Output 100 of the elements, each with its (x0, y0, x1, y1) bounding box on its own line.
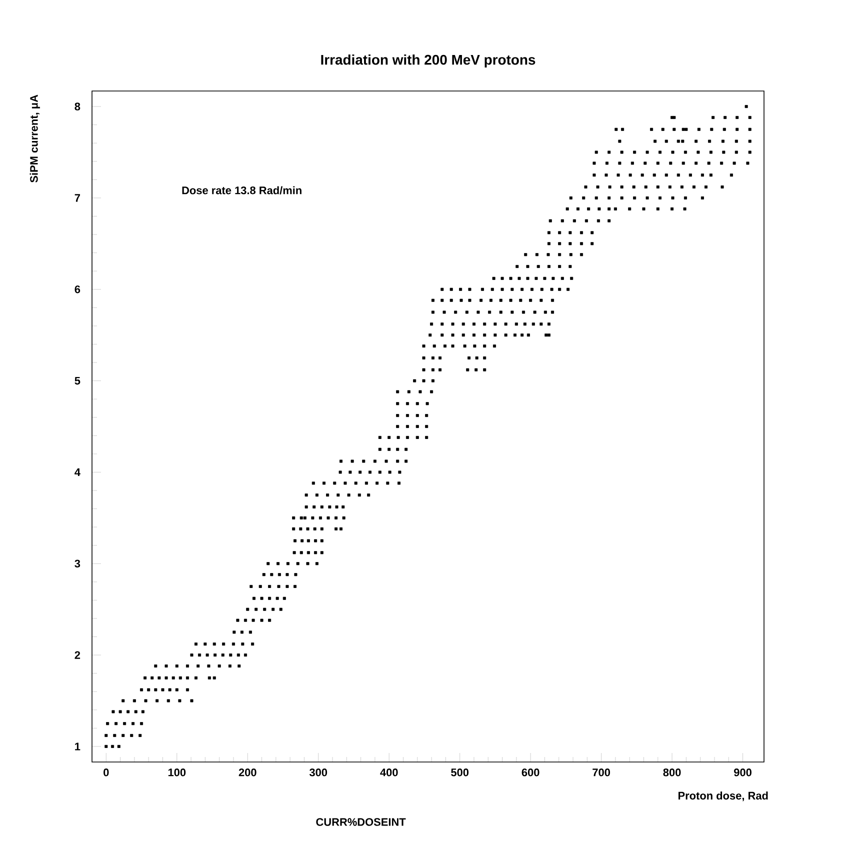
point (547, 242, 550, 246)
point (551, 298, 554, 302)
point (492, 276, 496, 280)
point (468, 356, 471, 360)
point (172, 676, 175, 680)
point (122, 734, 125, 737)
point (590, 242, 594, 246)
point (300, 516, 303, 520)
point (190, 654, 194, 657)
point (206, 654, 209, 657)
point (475, 356, 478, 360)
point (568, 242, 572, 246)
point (558, 253, 562, 256)
point (348, 470, 352, 474)
point (746, 162, 750, 165)
point (430, 322, 434, 326)
point (300, 551, 303, 554)
point (218, 664, 221, 668)
y-tick-label: 1 (75, 742, 80, 750)
point (240, 630, 244, 634)
point (320, 527, 324, 530)
point (450, 298, 453, 302)
point (106, 722, 110, 726)
point (722, 150, 726, 154)
point (407, 390, 410, 394)
point (161, 688, 164, 692)
point (266, 562, 270, 566)
point (158, 676, 161, 680)
point (292, 516, 296, 520)
point (520, 288, 524, 291)
point (654, 140, 657, 143)
point (500, 288, 504, 291)
x-tick-label: 900 (734, 768, 752, 776)
point (244, 654, 247, 657)
point (334, 516, 338, 520)
point (696, 150, 700, 154)
point (544, 310, 547, 314)
point (378, 470, 382, 474)
point (396, 436, 400, 439)
point (489, 298, 492, 302)
point (208, 676, 211, 680)
point (682, 162, 685, 165)
point (466, 368, 470, 372)
point (212, 676, 216, 680)
point (558, 288, 562, 291)
point (707, 162, 710, 165)
y-tick-label: 2 (74, 651, 80, 659)
point (646, 150, 649, 154)
point (147, 688, 150, 692)
point (483, 356, 486, 360)
point (704, 185, 708, 188)
point (263, 608, 266, 611)
point (114, 722, 118, 726)
point (440, 322, 444, 326)
point (354, 482, 358, 485)
point (596, 185, 600, 188)
x-tick-label: 600 (522, 768, 540, 776)
point (514, 334, 517, 337)
point (314, 551, 318, 554)
point (656, 162, 660, 165)
point (396, 390, 400, 394)
point (438, 368, 442, 372)
point (140, 722, 144, 726)
y-tick-label: 3 (74, 560, 80, 568)
point (396, 414, 400, 418)
point (534, 276, 538, 280)
point (194, 642, 198, 646)
point (560, 276, 564, 280)
point (547, 322, 550, 326)
point (168, 688, 172, 692)
point (569, 253, 572, 256)
point (451, 344, 454, 348)
point (156, 699, 159, 702)
point (347, 494, 350, 497)
point (278, 573, 281, 576)
point (684, 128, 688, 131)
point (614, 128, 618, 131)
point (186, 676, 189, 680)
point (608, 185, 612, 188)
point (313, 527, 316, 530)
point (529, 298, 532, 302)
point (552, 276, 555, 280)
point (468, 288, 472, 291)
point (526, 276, 530, 280)
point (312, 482, 315, 485)
point (672, 128, 676, 131)
point (277, 584, 280, 588)
point (558, 242, 562, 246)
point (504, 334, 508, 337)
y-axis-title: SiPM current, μA (30, 94, 40, 182)
point (708, 140, 712, 143)
point (334, 527, 338, 530)
point (440, 334, 444, 337)
point (306, 539, 310, 542)
point (460, 298, 463, 302)
point (396, 460, 400, 463)
x-tick-label: 300 (309, 768, 328, 776)
point (246, 608, 250, 611)
point (616, 174, 620, 177)
point (367, 494, 370, 497)
